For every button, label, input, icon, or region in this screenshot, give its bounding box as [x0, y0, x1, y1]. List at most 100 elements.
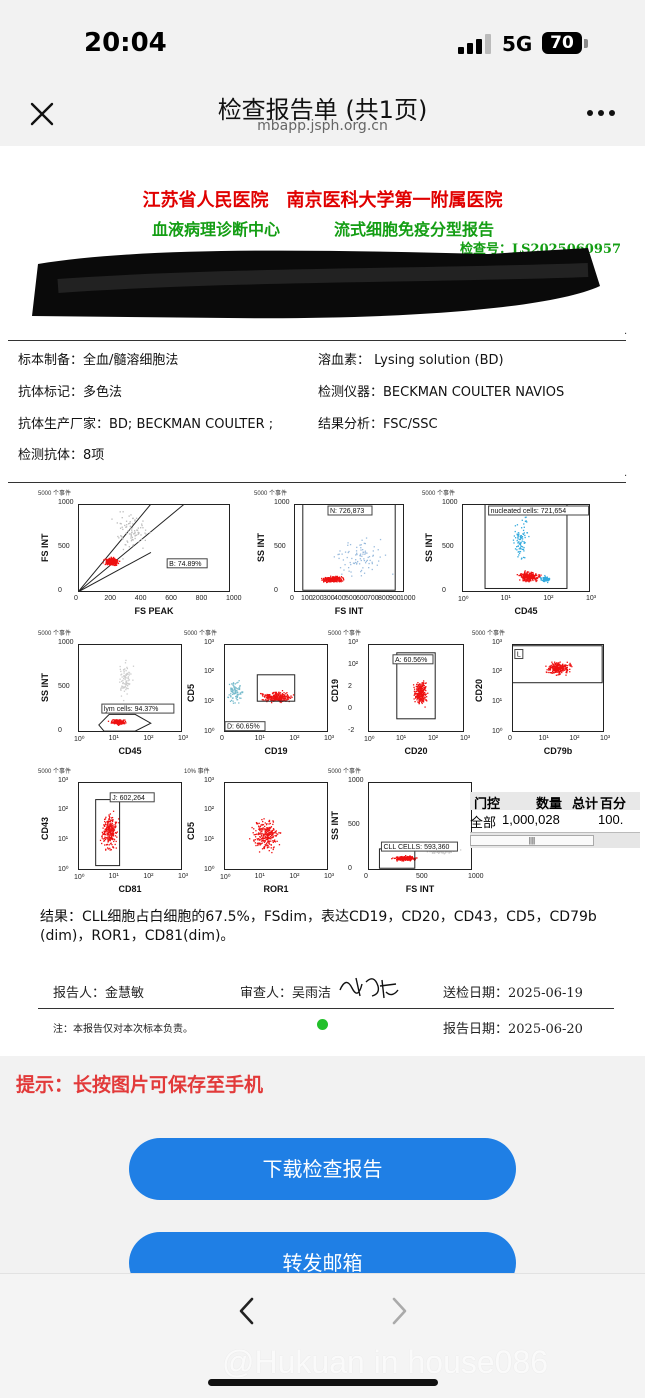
- download-report-button[interactable]: 下载检查报告: [129, 1138, 516, 1200]
- event-dot: [539, 576, 542, 579]
- event-dot: [122, 722, 124, 725]
- event-dot: [268, 826, 270, 829]
- event-dot: [262, 828, 264, 830]
- event-dot: [549, 671, 552, 674]
- event-dot: [334, 580, 336, 582]
- event-dot: [561, 667, 563, 669]
- event-dot: [128, 674, 130, 676]
- event-dot: [132, 539, 134, 541]
- event-dot: [554, 663, 556, 665]
- plot-frame: [294, 504, 404, 592]
- event-dot: [328, 580, 331, 582]
- event-dot: [528, 579, 531, 582]
- event-dot: [110, 826, 112, 828]
- event-dot: [232, 693, 234, 696]
- event-dot: [111, 720, 113, 722]
- event-dot: [518, 574, 520, 577]
- event-dot: [523, 575, 525, 577]
- forward-icon[interactable]: [384, 1296, 414, 1326]
- event-dot: [396, 858, 398, 861]
- event-dot: [528, 535, 530, 538]
- event-dot: [414, 693, 417, 695]
- event-dot: [415, 697, 417, 699]
- event-dot: [326, 578, 329, 581]
- report-image[interactable]: 江苏省人民医院 南京医科大学第一附属医院 血液病理诊断中心 流式细胞免疫分型报告…: [0, 146, 645, 1056]
- event-dot: [409, 860, 411, 862]
- event-dot: [125, 674, 128, 676]
- event-dot: [273, 691, 275, 694]
- gate-label: D: 60.65%: [224, 721, 266, 732]
- event-dot: [565, 674, 567, 676]
- event-dot: [107, 820, 109, 822]
- close-icon[interactable]: [26, 98, 58, 130]
- redaction-scribble: [32, 248, 600, 319]
- event-dot: [520, 558, 523, 560]
- event-dot: [126, 524, 128, 526]
- y-tick-label: -2: [348, 727, 355, 734]
- event-dot: [286, 699, 288, 701]
- event-dot: [526, 571, 528, 574]
- event-dot: [269, 694, 271, 696]
- event-dot: [113, 830, 115, 832]
- event-dot: [108, 825, 110, 828]
- y-tick-label: 10²: [204, 668, 215, 676]
- event-dot: [282, 697, 284, 699]
- y-tick-label: 10³: [58, 777, 69, 784]
- y-tick-label: 10⁰: [204, 866, 215, 873]
- event-dot: [425, 685, 427, 688]
- antibody-count: 检测抗体：8项: [18, 448, 105, 463]
- x-tick-label: 10¹: [396, 735, 407, 742]
- event-dot: [287, 696, 290, 699]
- event-dot: [109, 564, 111, 566]
- event-dot: [103, 832, 106, 834]
- event-dot: [234, 687, 237, 689]
- event-dot: [273, 695, 275, 697]
- event-dot: [291, 696, 293, 699]
- event-dot: [110, 849, 112, 851]
- event-dot: [421, 691, 423, 693]
- event-dot: [281, 699, 283, 701]
- event-dot: [236, 690, 238, 692]
- event-dot: [130, 537, 132, 539]
- event-dot: [361, 555, 363, 557]
- event-dot: [108, 834, 110, 836]
- event-dot: [523, 571, 526, 573]
- event-dot: [130, 533, 132, 535]
- event-dot: [236, 693, 239, 696]
- event-dot: [101, 837, 103, 839]
- signal-icon: [458, 34, 492, 54]
- event-dot: [231, 687, 233, 690]
- event-dot: [238, 687, 240, 689]
- event-dot: [336, 576, 338, 578]
- home-indicator[interactable]: [208, 1379, 438, 1386]
- event-dot: [103, 825, 106, 828]
- event-dot: [418, 696, 420, 699]
- scatter-plot-3: nucleated cells: 721,654: [462, 504, 590, 592]
- event-dot: [418, 703, 420, 705]
- event-dot: [443, 853, 446, 855]
- event-dot: [134, 519, 136, 521]
- event-dot: [111, 721, 113, 723]
- back-icon[interactable]: [232, 1296, 262, 1326]
- more-icon[interactable]: [584, 98, 618, 128]
- event-dot: [337, 553, 339, 556]
- event-dot: [279, 832, 282, 834]
- event-dot: [103, 818, 106, 821]
- event-dot: [340, 581, 342, 583]
- event-dot: [359, 558, 362, 560]
- event-dot: [422, 695, 424, 697]
- event-dot: [338, 580, 340, 582]
- event-dot: [102, 562, 104, 564]
- report-type: 流式细胞免疫分型报告: [334, 220, 495, 239]
- event-dot: [135, 534, 138, 536]
- event-dot: [519, 538, 522, 540]
- event-dot: [356, 562, 358, 564]
- scatter-plot-10: CLL CELLS: 593,360: [368, 782, 472, 870]
- event-dot: [275, 692, 277, 695]
- event-dot: [553, 668, 556, 670]
- event-dot: [422, 683, 424, 685]
- event-dot: [110, 722, 112, 724]
- event-dot: [528, 576, 530, 578]
- event-dot: [112, 828, 114, 830]
- event-dot: [337, 577, 339, 579]
